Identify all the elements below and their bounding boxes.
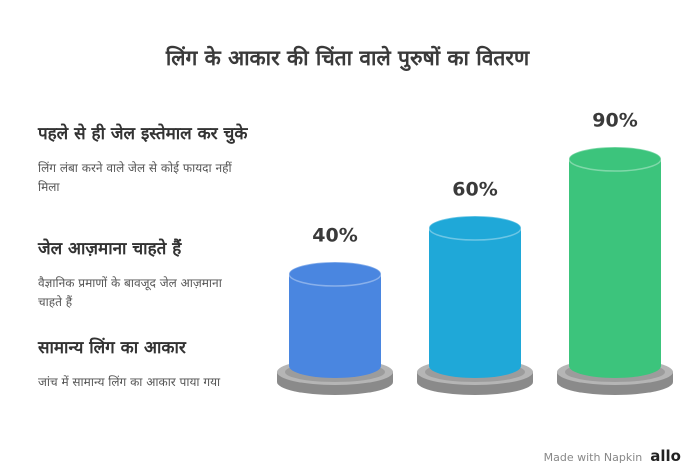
cylinder-top	[568, 146, 662, 172]
item-description: जांच में सामान्य लिंग का आकार पाया गया	[38, 375, 221, 389]
cylinder-top	[428, 215, 522, 241]
item-title: जेल आज़माना चाहते हैं	[38, 239, 182, 259]
item-title: सामान्य लिंग का आकार	[38, 338, 186, 358]
item-description: लिंग लंबा करने वाले जेल से कोई फायदा नही…	[38, 161, 232, 194]
value-label: 60%	[452, 179, 497, 201]
cylinder-top	[288, 261, 382, 287]
chart-title: लिंग के आकार की चिंता वाले पुरुषों का वि…	[165, 46, 530, 70]
logo: allo	[650, 447, 681, 465]
value-label: 40%	[312, 225, 357, 247]
cylinder-body	[569, 159, 661, 378]
cylinder-body	[289, 274, 381, 378]
value-label: 90%	[592, 110, 637, 132]
list-item: जेल आज़माना चाहते हैं वैज्ञानिक प्रमाणों…	[38, 237, 248, 312]
item-title: पहले से ही जेल इस्तेमाल कर चुके	[38, 124, 248, 144]
list-item: पहले से ही जेल इस्तेमाल कर चुके लिंग लंब…	[38, 122, 248, 197]
list-item: सामान्य लिंग का आकार जांच में सामान्य लि…	[38, 336, 248, 392]
cylinder-body	[429, 228, 521, 378]
made-with: Made with Napkin	[543, 451, 643, 464]
item-description: वैज्ञानिक प्रमाणों के बावजूद जेल आज़माना…	[38, 276, 222, 309]
footer: Made with Napkin allo	[544, 447, 681, 465]
